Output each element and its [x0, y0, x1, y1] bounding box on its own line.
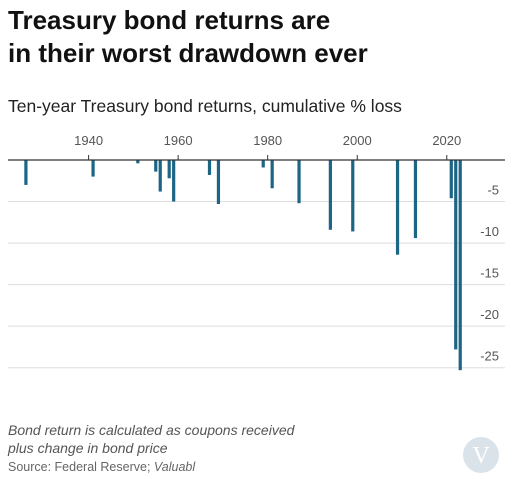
logo-letter: V [472, 443, 490, 469]
bar [450, 160, 453, 198]
bar [414, 160, 417, 238]
bar [24, 160, 27, 185]
x-tick-label: 2000 [343, 133, 372, 148]
bar [159, 160, 162, 192]
bar [262, 160, 265, 167]
bar [351, 160, 354, 231]
bar-chart: 1940 1960 1980 2000 2020 -5 -10 -15 -20 -25 [0, 124, 513, 380]
x-tick-label: 1940 [74, 133, 103, 148]
source-text: Source: Federal Reserve; [8, 460, 154, 474]
bar [454, 160, 457, 349]
y-tick-label: -15 [480, 266, 499, 281]
publisher-logo-icon: V [463, 437, 499, 473]
methodology-note: Bond return is calculated as coupons rec… [8, 421, 408, 457]
bar [217, 160, 220, 204]
title-line-1: Treasury bond returns are [8, 4, 508, 37]
x-tick-label: 2020 [432, 133, 461, 148]
y-axis-ticks: -5 -10 -15 -20 -25 [480, 183, 499, 364]
source-line: Source: Federal Reserve; Valuabl [8, 460, 195, 474]
bar [154, 160, 157, 172]
title-line-2: in their worst drawdown ever [8, 37, 508, 70]
bar [91, 160, 94, 177]
bar [172, 160, 175, 202]
bar [168, 160, 171, 178]
bar [329, 160, 332, 230]
bar [297, 160, 300, 203]
bar [271, 160, 274, 188]
source-publisher: Valuabl [154, 460, 195, 474]
note-line-1: Bond return is calculated as coupons rec… [8, 421, 408, 439]
y-tick-label: -10 [480, 224, 499, 239]
y-tick-label: -25 [480, 349, 499, 364]
x-tick-label: 1980 [253, 133, 282, 148]
gridlines [8, 202, 505, 368]
bar [208, 160, 211, 175]
x-tick-label: 1960 [164, 133, 193, 148]
note-line-2: plus change in bond price [8, 439, 408, 457]
chart-subtitle: Ten-year Treasury bond returns, cumulati… [8, 96, 402, 117]
chart-title: Treasury bond returns are in their worst… [8, 4, 508, 70]
x-axis-ticks: 1940 1960 1980 2000 2020 [74, 133, 461, 160]
bar [396, 160, 399, 255]
bars [24, 160, 462, 370]
y-tick-label: -5 [487, 183, 499, 198]
y-tick-label: -20 [480, 307, 499, 322]
bar [459, 160, 462, 370]
